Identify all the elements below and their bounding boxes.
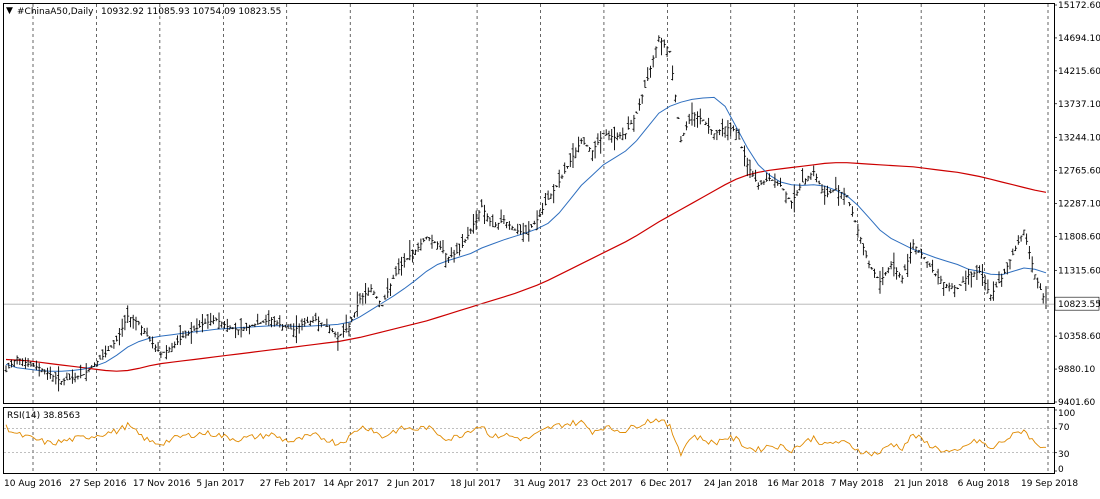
rsi-axis xyxy=(1054,409,1057,472)
rsi-level-30: 30 xyxy=(1058,450,1070,460)
current-price-marker xyxy=(1054,296,1100,311)
rsi-level-0: 0 xyxy=(1058,465,1064,475)
price-axis-label: 12765.60 xyxy=(1058,167,1100,177)
price-axis-label: 9401.60 xyxy=(1058,398,1095,408)
x-axis-label: 10 Aug 2016 xyxy=(4,479,62,489)
rsi-label: RSI(14) 38.8563 xyxy=(7,411,80,421)
x-axis-label: 18 Jul 2017 xyxy=(450,479,501,489)
ma-slow-line xyxy=(5,162,1047,372)
price-axis-label: 11808.60 xyxy=(1058,232,1100,242)
price-axis-label: 13244.10 xyxy=(1058,134,1100,144)
price-axis-label: 14215.60 xyxy=(1058,67,1100,77)
rsi-level-70: 70 xyxy=(1058,423,1070,433)
rsi-line xyxy=(5,418,1046,458)
rsi-line-group xyxy=(4,418,1054,458)
x-axis-label: 2 Jun 2017 xyxy=(387,479,435,489)
price-bars-group xyxy=(4,35,1047,392)
vertical-gridlines xyxy=(32,4,1049,473)
x-axis-label: 7 May 2018 xyxy=(831,479,884,489)
rsi-level-100: 100 xyxy=(1058,409,1075,419)
rsi-panel-frame xyxy=(3,407,1055,474)
x-axis-label: 24 Jan 2018 xyxy=(704,479,758,489)
price-axis-label: 10358.60 xyxy=(1058,332,1100,342)
price-axis-label: 9880.10 xyxy=(1058,365,1095,375)
x-axis-label: 23 Oct 2017 xyxy=(577,479,633,489)
x-axis-label: 5 Jan 2017 xyxy=(196,479,244,489)
price-axis-label: 14694.10 xyxy=(1058,34,1100,44)
x-axis-label: 27 Feb 2017 xyxy=(260,479,316,489)
price-axis-label: 11315.60 xyxy=(1058,266,1100,276)
x-axis-label: 17 Nov 2016 xyxy=(133,479,191,489)
price-axis-label: 13737.10 xyxy=(1058,100,1100,110)
price-axis-label: 15172.60 xyxy=(1058,1,1100,11)
x-axis-label: 14 Apr 2017 xyxy=(323,479,379,489)
x-axis-label: 6 Dec 2017 xyxy=(640,479,692,489)
ma-fast-line-group xyxy=(5,96,1047,372)
time-axis: 10 Aug 2016 27 Sep 2016 17 Nov 2016 5 Jan 2… xyxy=(4,479,1078,489)
x-axis-label: 31 Aug 2017 xyxy=(514,479,572,489)
main-panel-frame xyxy=(3,3,1055,404)
x-axis-label: 16 Mar 2018 xyxy=(767,479,824,489)
price-axis: 15172.60 14694.10 14215.60 13737.10 13244.10… xyxy=(4,1,1100,408)
x-axis-label: 21 Jun 2018 xyxy=(894,479,948,489)
ma-fast-line xyxy=(5,96,1047,372)
symbol-label: #ChinaA50,Daily xyxy=(17,7,94,17)
current-price-label: 10823.55 xyxy=(1058,300,1100,310)
price-axis-label: 12287.10 xyxy=(1058,200,1100,210)
x-axis-label: 27 Sep 2016 xyxy=(69,479,126,489)
ohlc-label: 10932.92 11085.93 10754.09 10823.55 xyxy=(101,7,281,17)
symbol-dropdown-icon[interactable]: ▼ xyxy=(6,6,13,16)
ma-slow-line-group xyxy=(5,162,1047,372)
x-axis-label: 6 Aug 2018 xyxy=(958,479,1010,489)
x-axis-label: 19 Sep 2018 xyxy=(1021,479,1078,489)
